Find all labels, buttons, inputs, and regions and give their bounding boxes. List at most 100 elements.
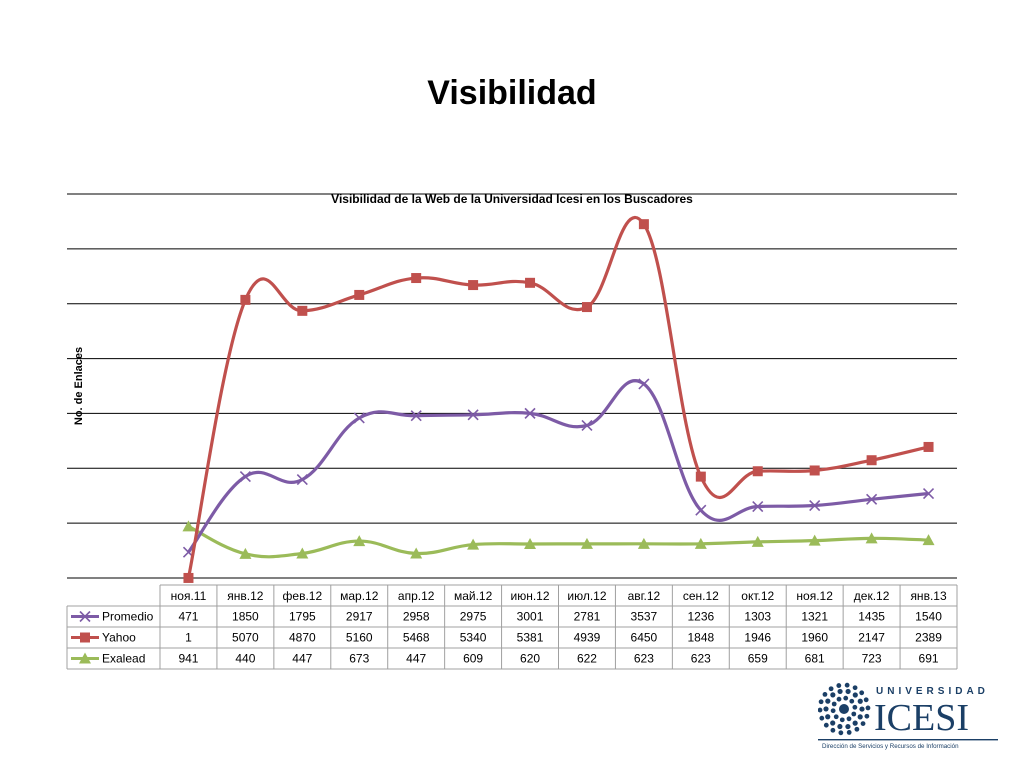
x-tick-label: янв.12 — [227, 589, 264, 603]
data-table-value: 471 — [178, 610, 198, 624]
data-table-value: 941 — [178, 652, 198, 666]
x-tick-label: ноя.12 — [796, 589, 833, 603]
series-lines — [182, 215, 935, 583]
data-point — [468, 280, 479, 291]
icesi-logo-graphic: UNIVERSIDAD ICESI Dirección de Servicios… — [817, 682, 998, 750]
data-table-value: 6450 — [631, 631, 658, 645]
data-table-value: 1540 — [915, 610, 942, 624]
data-table-value: 1850 — [232, 610, 259, 624]
data-point — [353, 412, 365, 424]
x-tick-label: янв.13 — [910, 589, 947, 603]
slide-title: Visibilidad — [427, 74, 597, 112]
data-point — [581, 419, 593, 432]
data-point — [694, 537, 707, 549]
data-table-value: 1435 — [858, 610, 885, 624]
logo-seal-icon — [817, 682, 871, 736]
legend-label: Yahoo — [102, 631, 136, 645]
data-table-value: 623 — [634, 652, 654, 666]
data-table-value: 3537 — [631, 610, 658, 624]
data-table-value: 5070 — [232, 631, 259, 645]
logo-word-main: ICESI — [874, 697, 969, 739]
y-axis-label: No. de Enlaces — [73, 347, 85, 425]
data-point — [581, 302, 592, 313]
series-line — [186, 215, 929, 579]
data-table-value: 3001 — [517, 610, 544, 624]
x-tick-label: мар.12 — [340, 589, 379, 603]
data-table-value: 5468 — [403, 631, 430, 645]
x-tick-label: апр.12 — [398, 589, 435, 603]
logo-rule — [818, 739, 998, 741]
x-tick-label: июн.12 — [511, 589, 550, 603]
data-table-value: 5381 — [517, 631, 544, 645]
data-point — [866, 493, 878, 505]
data-point — [411, 273, 422, 284]
data-table-value: 447 — [292, 652, 312, 666]
x-tick-label: май.12 — [454, 589, 493, 603]
data-point — [524, 407, 536, 419]
legend-marker — [79, 652, 91, 664]
data-point — [410, 410, 422, 422]
data-point — [580, 537, 593, 549]
x-tick-label: июл.12 — [567, 589, 606, 603]
data-point — [410, 547, 423, 559]
data-point — [752, 500, 764, 513]
data-table-value: 5160 — [346, 631, 373, 645]
legend-label: Exalead — [102, 652, 145, 666]
data-point — [866, 455, 877, 466]
series-exalead — [182, 520, 935, 559]
data-table-value: 1795 — [289, 610, 316, 624]
data-table-value: 1960 — [801, 631, 828, 645]
data-point — [354, 289, 365, 300]
data-point — [353, 535, 366, 547]
line-chart: Visibilidad de la Web de la Universidad … — [66, 192, 958, 670]
data-point — [865, 532, 878, 544]
data-table-value: 1848 — [687, 631, 714, 645]
data-point — [751, 535, 764, 547]
data-point — [183, 572, 194, 583]
data-table-value: 1321 — [801, 610, 828, 624]
data-table-value: 659 — [748, 652, 768, 666]
data-table-value: 447 — [406, 652, 426, 666]
data-table-value: 1303 — [744, 610, 771, 624]
data-table-value: 440 — [235, 652, 255, 666]
data-table-value: 5340 — [460, 631, 487, 645]
data-table-value: 622 — [577, 652, 597, 666]
universidad-icesi-logo: UNIVERSIDAD ICESI Dirección de Servicios… — [817, 682, 1002, 752]
data-point — [638, 378, 650, 390]
data-table-value: 2975 — [460, 610, 487, 624]
data-table-value: 4939 — [574, 631, 601, 645]
data-table-value: 2781 — [574, 610, 601, 624]
data-point — [525, 277, 536, 288]
data-point — [922, 487, 935, 500]
data-point — [240, 294, 251, 305]
data-point — [809, 465, 820, 476]
data-point — [695, 471, 706, 482]
data-point — [637, 537, 650, 549]
logo-word-top: UNIVERSIDAD — [876, 686, 989, 697]
data-table-value: 691 — [919, 652, 939, 666]
data-table-value: 723 — [862, 652, 882, 666]
data-table-value: 1236 — [687, 610, 714, 624]
data-table-value: 2958 — [403, 610, 430, 624]
x-tick-label: авг.12 — [628, 589, 661, 603]
data-point — [752, 466, 763, 477]
chart-title: Visibilidad de la Web de la Universidad … — [331, 192, 693, 206]
data-point — [695, 504, 707, 516]
x-tick-label: дек.12 — [854, 589, 890, 603]
data-point — [809, 499, 821, 512]
legend-marker — [80, 632, 90, 643]
data-point — [638, 219, 649, 230]
data-table-value: 609 — [463, 652, 483, 666]
data-point — [297, 305, 308, 316]
x-tick-label: окт.12 — [741, 589, 774, 603]
data-table-value: 1946 — [744, 631, 771, 645]
logo-subtitle: Dirección de Servicios y Recursos de Inf… — [822, 743, 959, 750]
data-table-value: 2389 — [915, 631, 942, 645]
gridlines — [67, 193, 957, 579]
series-promedio — [182, 378, 935, 558]
data-table-value: 673 — [349, 652, 369, 666]
data-table-value: 1 — [185, 631, 192, 645]
data-point — [296, 473, 308, 486]
x-tick-label: фев.12 — [283, 589, 323, 603]
data-table-value: 681 — [805, 652, 825, 666]
